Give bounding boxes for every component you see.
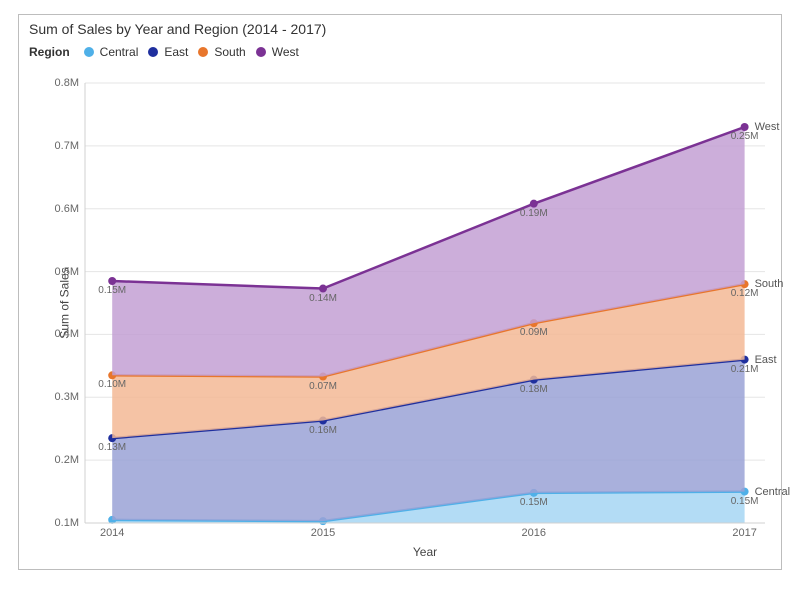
marker-west	[530, 200, 538, 208]
marker-west	[108, 277, 116, 285]
data-label: 0.09M	[520, 327, 548, 338]
legend-swatch-south	[198, 47, 208, 57]
data-label: 0.10M	[98, 379, 126, 390]
chart-frame: Sum of Sales by Year and Region (2014 - …	[18, 14, 782, 570]
y-tick: 0.6M	[55, 203, 79, 215]
y-tick: 0.3M	[55, 391, 79, 403]
y-tick: 0.7M	[55, 140, 79, 152]
data-label: 0.14M	[309, 293, 337, 304]
data-label: 0.07M	[309, 381, 337, 392]
x-tick: 2015	[311, 527, 335, 539]
chart-svg	[85, 83, 765, 523]
legend: Region Central East South West	[29, 45, 299, 59]
data-label: 0.18M	[520, 384, 548, 395]
legend-label-west: West	[272, 45, 299, 59]
y-tick: 0.4M	[55, 328, 79, 340]
legend-label-east: East	[164, 45, 188, 59]
series-end-label: Central	[755, 486, 790, 498]
series-end-label: East	[755, 354, 777, 366]
series-end-label: West	[755, 121, 780, 133]
data-label: 0.13M	[98, 442, 126, 453]
legend-swatch-west	[256, 47, 266, 57]
data-label: 0.16M	[309, 425, 337, 436]
y-tick: 0.1M	[55, 517, 79, 529]
marker-west	[741, 123, 749, 131]
legend-swatch-central	[84, 47, 94, 57]
y-tick: 0.2M	[55, 454, 79, 466]
plot-area: Sum of Sales Year 0.15M0.15MCentral0.13M…	[85, 83, 765, 523]
data-label: 0.15M	[520, 497, 548, 508]
x-axis-label: Year	[413, 545, 437, 559]
chart-title: Sum of Sales by Year and Region (2014 - …	[29, 21, 326, 37]
legend-title: Region	[29, 45, 70, 59]
y-tick: 0.5M	[55, 266, 79, 278]
data-label: 0.19M	[520, 208, 548, 219]
x-tick: 2017	[732, 527, 756, 539]
legend-swatch-east	[148, 47, 158, 57]
legend-label-south: South	[214, 45, 245, 59]
data-label: 0.15M	[98, 285, 126, 296]
x-tick: 2016	[522, 527, 546, 539]
legend-label-central: Central	[100, 45, 139, 59]
y-tick: 0.8M	[55, 77, 79, 89]
x-tick: 2014	[100, 527, 124, 539]
marker-west	[319, 285, 327, 293]
series-end-label: South	[755, 278, 784, 290]
